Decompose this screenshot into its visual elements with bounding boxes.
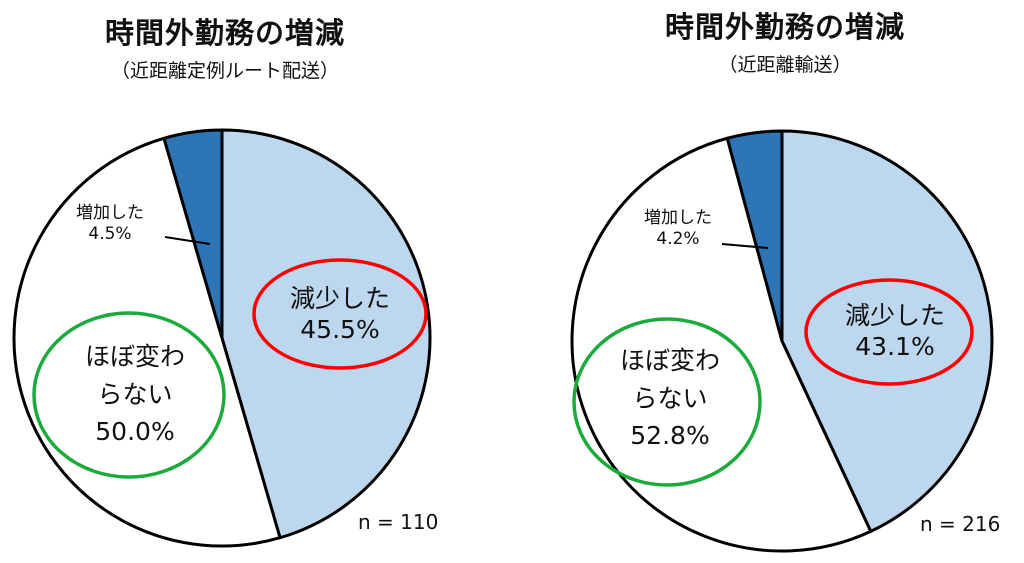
chart2-decreased-slice [780,129,994,533]
chart1-unchanged-value: 50.0% [95,417,175,446]
chart2-subtitle: （近距離輸送） [718,54,852,76]
chart1-decreased-name: 減少した [289,284,390,313]
chart2-unchanged-name-2: らない [632,383,708,413]
chart2-decreased-highlight [804,278,974,386]
pie-chart-2 [570,129,994,553]
chart2-increased-leader-line [721,243,769,249]
chart2-unchanged-highlight [572,317,762,487]
chart1-unchanged-name-2: らない [97,379,173,409]
chart1-subtitle: （近距離定例ルート配送） [110,60,339,82]
chart1-decreased-slice [220,128,432,540]
chart1-unchanged-label: ほぼ変わ らない 50.0% [55,338,215,451]
chart1-increased-label: 増加した 4.5% [60,203,160,246]
chart1-increased-slice [162,128,224,340]
chart1-sample-size: n = 110 [358,510,439,534]
chart2-decreased-label: 減少した 43.1% [815,300,975,363]
chart2-increased-value: 4.2% [656,229,700,250]
chart2-decreased-name: 減少した [844,301,945,330]
chart2-decreased-value: 43.1% [855,332,935,362]
pie-chart-1 [12,128,432,548]
chart2-increased-label: 増加した 4.2% [628,208,728,251]
chart1-decreased-value: 45.5% [300,315,380,345]
chart2-unchanged-name-1: ほぼ変わ [619,346,720,375]
chart2-title: 時間外勤務の増減 [664,10,905,44]
chart1-title: 時間外勤務の増減 [104,16,345,50]
chart2-increased-name: 増加した [644,208,712,228]
chart1-decreased-highlight [252,258,428,370]
chart2-unchanged-label: ほぼ変わ らない 52.8% [590,342,750,455]
chart1-decreased-label: 減少した 45.5% [260,283,420,346]
chart1-increased-value: 4.5% [88,224,132,245]
chart1-unchanged-slice [12,136,282,548]
chart2-unchanged-value: 52.8% [630,421,710,450]
chart2-unchanged-slice [570,136,873,553]
chart2-sample-size: n = 216 [920,512,1001,536]
chart1-increased-leader-line [164,236,211,245]
chart1-increased-name: 増加した [76,203,144,223]
chart1-unchanged-name-1: ほぼ変わ [84,342,185,371]
chart1-unchanged-highlight [32,311,226,479]
chart2-increased-slice [725,129,784,343]
